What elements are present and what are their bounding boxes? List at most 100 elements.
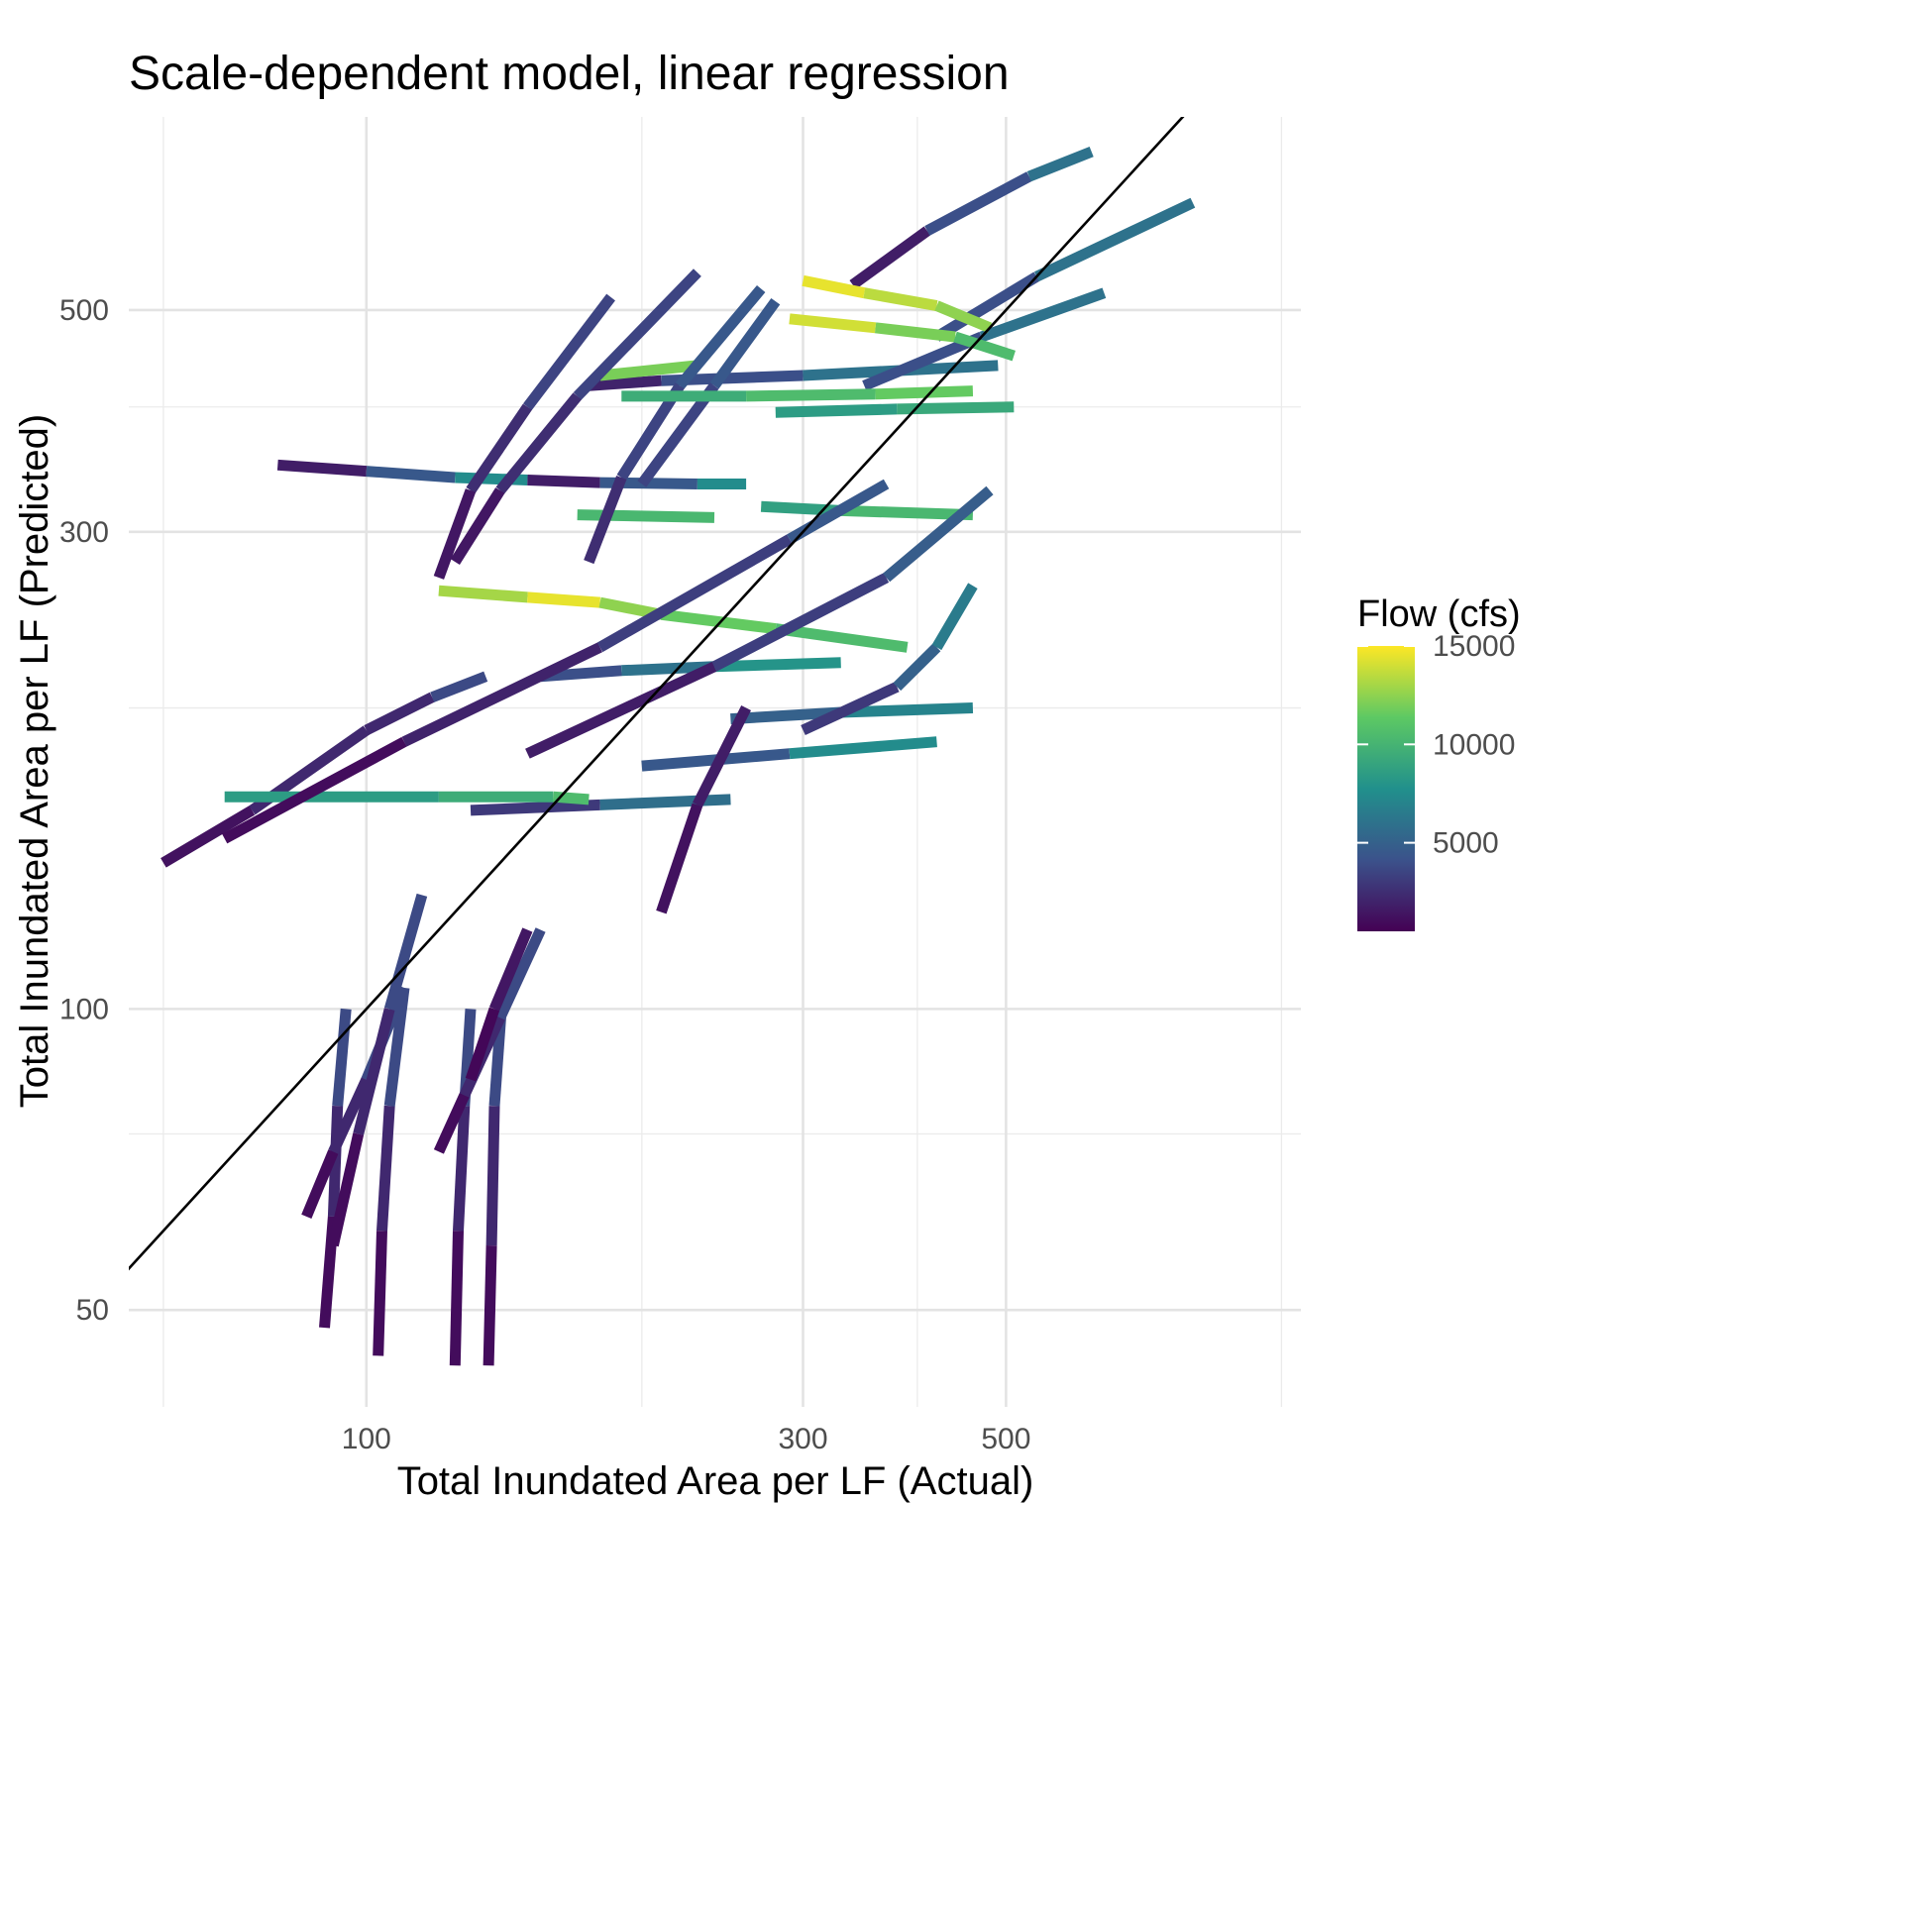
- series-segment: [933, 271, 1040, 342]
- series-segment: [276, 459, 368, 478]
- series-segment: [656, 803, 703, 914]
- x-axis-title: Total Inundated Area per LF (Actual): [397, 1459, 1034, 1503]
- series-segment: [789, 736, 937, 760]
- colorbar-label: 15000: [1433, 630, 1515, 663]
- series-segment: [979, 287, 1107, 343]
- series-line: [789, 313, 1016, 362]
- series-segment: [488, 927, 533, 1012]
- series-line: [802, 274, 993, 333]
- series-segment: [713, 657, 841, 673]
- series-line: [328, 893, 428, 1247]
- y-tick-label: 500: [59, 294, 109, 327]
- series-segment: [401, 642, 602, 747]
- series-segment: [433, 488, 477, 580]
- series-segment: [840, 702, 974, 718]
- series-segment: [495, 392, 582, 494]
- series-segment: [450, 487, 505, 566]
- series-line: [450, 268, 701, 566]
- series-segment: [931, 583, 978, 651]
- series-segment: [588, 375, 662, 391]
- series-line: [525, 485, 994, 759]
- series-line: [364, 671, 488, 735]
- series-segment: [383, 893, 428, 1011]
- series-segment: [709, 297, 781, 389]
- series-line: [599, 360, 698, 381]
- colorbar-label: 10000: [1433, 728, 1515, 761]
- series-segment: [875, 385, 974, 400]
- series-line: [775, 401, 1015, 418]
- series-segment: [328, 1077, 372, 1154]
- identity-line: [129, 117, 1185, 1271]
- series-segment: [953, 331, 1016, 362]
- series-segment: [494, 927, 546, 1020]
- series-segment: [863, 287, 938, 312]
- series-segment: [332, 1008, 352, 1107]
- series-segment: [584, 476, 627, 565]
- chart-title: Scale-dependent model, linear regression: [129, 48, 1010, 100]
- series-line: [621, 385, 974, 402]
- series-line: [849, 146, 1094, 289]
- series-segment: [577, 509, 715, 523]
- y-tick-label: 50: [76, 1294, 109, 1327]
- series-segment: [840, 504, 974, 521]
- series-segment: [637, 382, 719, 487]
- series-segment: [775, 403, 898, 418]
- series-segment: [485, 1106, 500, 1246]
- series-line: [470, 794, 731, 816]
- colorbar-ticks: 5000 10000 15000: [1357, 630, 1515, 860]
- series-segment: [874, 322, 956, 343]
- series-segment: [523, 293, 615, 411]
- series-segment: [711, 573, 890, 672]
- series-line: [465, 927, 533, 1082]
- legend-title: Flow (cfs): [1357, 593, 1521, 635]
- series-segment: [376, 1105, 395, 1232]
- series-segment: [364, 692, 435, 735]
- series-segment: [760, 500, 841, 516]
- series-segment: [438, 585, 528, 603]
- series-segment: [373, 1231, 387, 1356]
- series-segment: [675, 284, 766, 389]
- series-segment: [775, 623, 909, 653]
- series-line: [656, 705, 752, 914]
- series-segment: [802, 274, 866, 299]
- series-segment: [465, 1007, 500, 1082]
- series-segment: [483, 1244, 497, 1366]
- series-line: [577, 509, 715, 523]
- series-line: [862, 287, 1107, 391]
- series-segment: [730, 706, 842, 725]
- series-line: [637, 297, 781, 487]
- series-segment: [527, 591, 600, 608]
- series-segment: [327, 1105, 344, 1218]
- colorbar: [1357, 646, 1415, 931]
- series-segment: [449, 1231, 464, 1366]
- series-segment: [525, 661, 717, 759]
- series-line: [801, 583, 978, 735]
- series-line: [760, 500, 974, 521]
- series-segment: [599, 360, 698, 381]
- series-line: [433, 293, 615, 580]
- series-segment: [893, 643, 941, 692]
- x-tick-label: 100: [342, 1423, 391, 1455]
- series-segment: [849, 226, 931, 289]
- y-axis-title: Total Inundated Area per LF (Predicted): [13, 414, 56, 1108]
- series-segment: [660, 608, 777, 635]
- legend: Flow (cfs) 5000 10000 15000: [1357, 593, 1521, 931]
- series-segment: [433, 1093, 470, 1154]
- series-segment: [1033, 197, 1196, 282]
- series-line: [730, 702, 974, 725]
- series-segment: [453, 1105, 471, 1232]
- series-segment: [746, 388, 876, 402]
- series-segment: [801, 682, 900, 735]
- series-segment: [862, 331, 984, 391]
- series-segment: [789, 313, 877, 334]
- series-segment: [883, 485, 994, 583]
- series-segment: [466, 403, 532, 494]
- series-segment: [161, 805, 256, 868]
- series-segment: [599, 794, 731, 810]
- series-line: [527, 475, 747, 489]
- y-tick-labels: 50 100 300 500: [59, 294, 109, 1327]
- series-line: [224, 791, 590, 805]
- series-segment: [430, 671, 488, 702]
- series-segment: [366, 466, 456, 483]
